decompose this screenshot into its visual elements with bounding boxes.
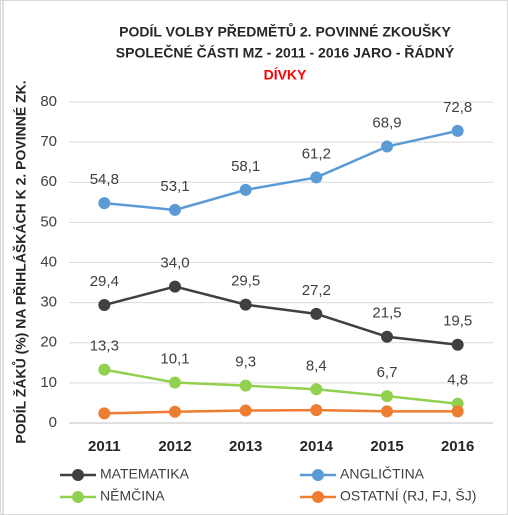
legend-label: OSTATNÍ (RJ, FJ, ŠJ) <box>340 488 476 504</box>
data-label: 21,5 <box>372 305 401 322</box>
series-line <box>104 408 458 415</box>
point <box>310 171 323 184</box>
point <box>169 203 181 216</box>
legend-marker <box>312 491 324 503</box>
legend-marker <box>312 469 324 481</box>
point <box>98 407 111 420</box>
legend-label: MATEMATIKA <box>100 466 190 482</box>
point <box>239 404 252 417</box>
y-tick-label: 70 <box>40 133 57 150</box>
point <box>381 330 393 343</box>
y-axis-label: PODÍL ŽÁKŮ (%) NA PŘIHLÁŠKÁCH K 2. POVIN… <box>11 80 29 443</box>
y-tick-label: 60 <box>40 173 57 190</box>
chart-subtitle: DÍVKY <box>264 67 307 83</box>
legend-label: NĚMČINA <box>100 488 165 504</box>
data-label: 19,5 <box>443 313 472 330</box>
point <box>451 124 464 137</box>
point <box>98 363 111 376</box>
legend-marker <box>72 491 84 503</box>
data-label: 29,4 <box>90 273 119 290</box>
series-line <box>104 368 458 405</box>
data-label: 8,4 <box>306 357 327 374</box>
point <box>381 405 393 418</box>
point <box>381 140 393 153</box>
point <box>169 280 181 293</box>
point <box>239 183 252 196</box>
x-tick-label: 2011 <box>88 438 121 455</box>
point <box>381 390 393 403</box>
point <box>310 307 323 320</box>
data-label: 6,7 <box>377 364 398 381</box>
point <box>169 376 181 389</box>
chart-title: PODÍL VOLBY PŘEDMĚTŮ 2. POVINNÉ ZKOUŠKY <box>119 22 451 40</box>
point <box>239 298 252 311</box>
y-tick-label: 40 <box>40 253 57 270</box>
y-tick-label: 20 <box>40 334 57 351</box>
data-label: 34,0 <box>160 255 189 272</box>
x-tick-label: 2012 <box>158 438 191 455</box>
point <box>98 299 111 312</box>
data-label: 58,1 <box>231 158 260 175</box>
data-label: 68,9 <box>372 115 401 132</box>
y-tick-label: 0 <box>49 414 57 431</box>
data-label: 10,1 <box>160 350 189 367</box>
y-tick-label: 10 <box>40 374 57 391</box>
series-line <box>104 285 458 346</box>
data-label: 53,1 <box>160 178 189 195</box>
x-tick-label: 2014 <box>300 438 334 455</box>
data-label: 61,2 <box>302 145 331 162</box>
data-label: 9,3 <box>235 354 256 371</box>
y-tick-label: 80 <box>40 93 57 110</box>
point <box>169 405 181 418</box>
y-tick-label: 30 <box>40 294 57 311</box>
point <box>310 404 323 417</box>
series-line <box>104 129 458 212</box>
x-tick-label: 2015 <box>370 438 403 455</box>
legend-label: ANGLIČTINA <box>340 466 425 482</box>
point <box>98 197 111 210</box>
data-label: 72,8 <box>443 99 472 116</box>
data-label: 4,8 <box>447 372 468 389</box>
x-tick-label: 2016 <box>441 438 474 455</box>
data-label: 54,8 <box>90 171 119 188</box>
point <box>451 338 464 351</box>
chart-title: SPOLEČNÉ ČÁSTI MZ - 2011 - 2016 JARO - Ř… <box>116 44 455 61</box>
data-label: 29,5 <box>231 273 260 290</box>
legend-marker <box>72 469 84 481</box>
y-tick-label: 50 <box>40 213 57 230</box>
x-tick-label: 2013 <box>229 438 262 455</box>
data-label: 27,2 <box>302 282 331 299</box>
point <box>239 379 252 392</box>
data-label: 13,3 <box>90 338 119 355</box>
point <box>451 405 464 418</box>
point <box>310 383 323 396</box>
